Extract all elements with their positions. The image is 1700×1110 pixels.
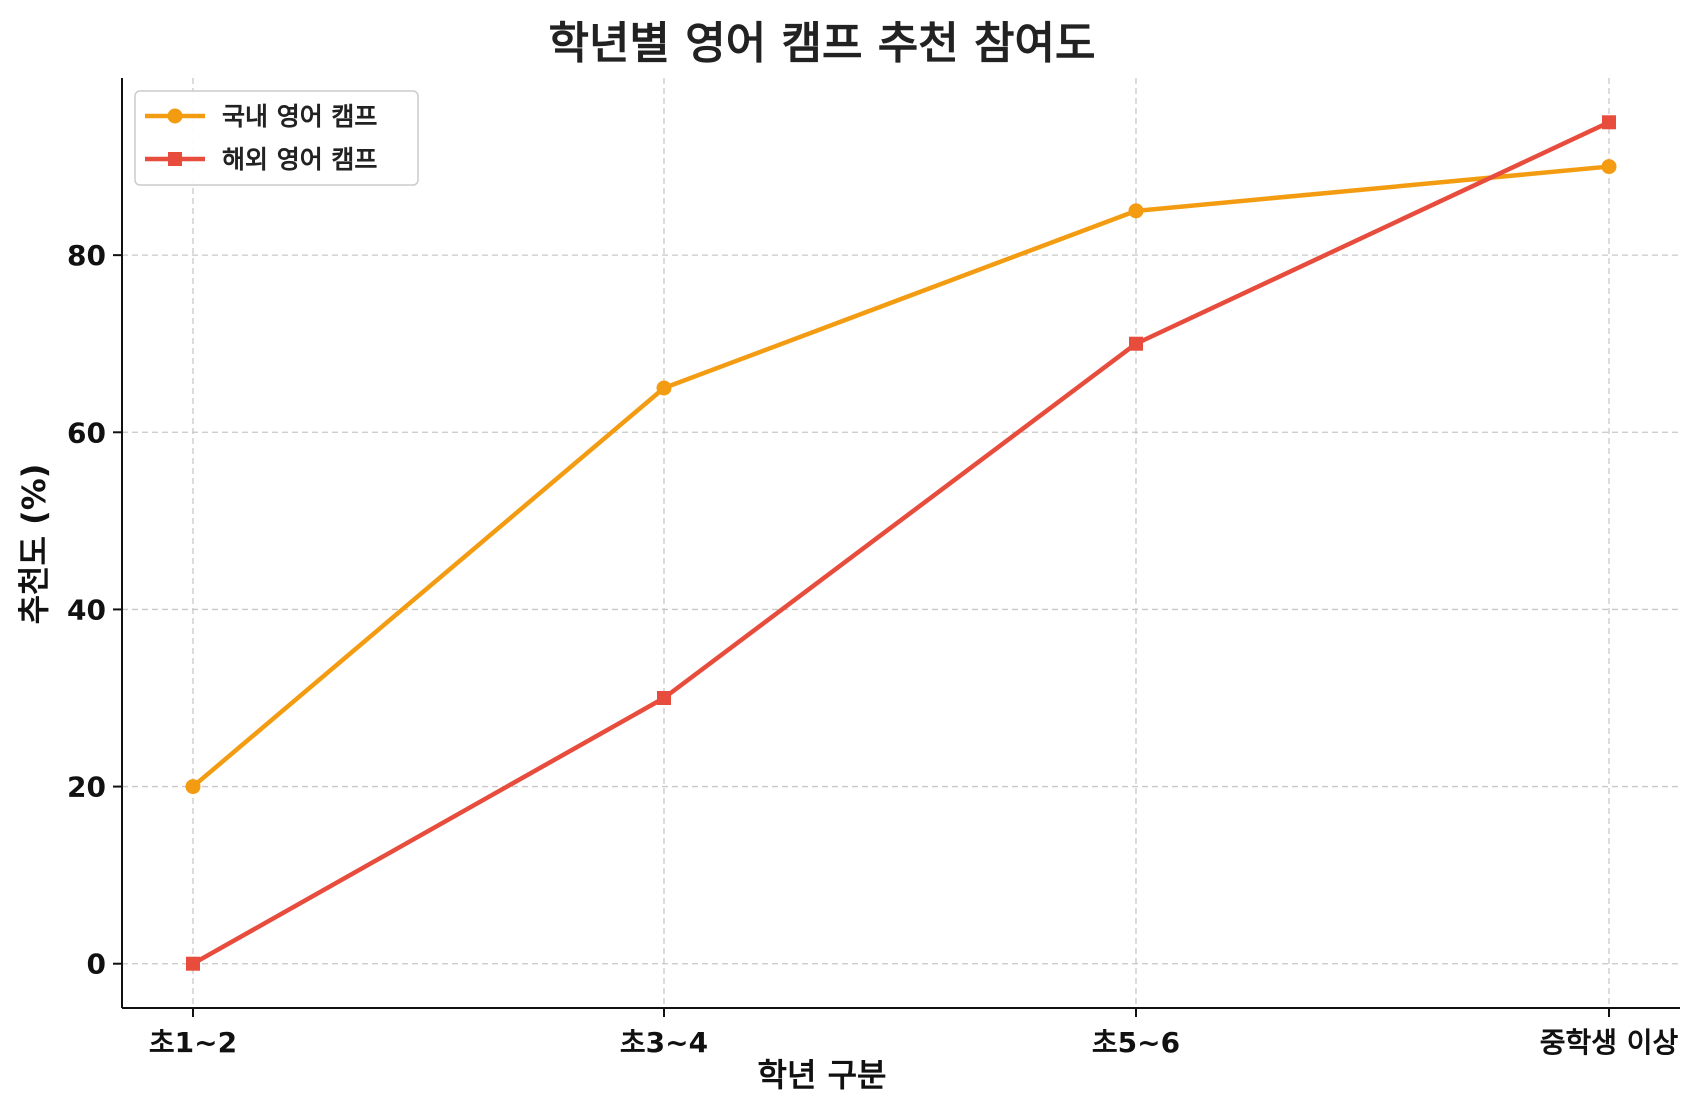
legend-box bbox=[134, 90, 419, 186]
ticks: 0 20 40 60 80 초1~2 초3~4 초5~6 중학생 이상 bbox=[67, 239, 1678, 1059]
legend-label: 국내 영어 캠프 bbox=[222, 102, 377, 131]
data-point bbox=[185, 779, 201, 795]
data-point bbox=[1601, 159, 1617, 175]
y-tick-label: 0 bbox=[87, 948, 106, 981]
y-axis-label: 추천도 (%) bbox=[15, 464, 53, 625]
legend-item: 해외 영어 캠프 bbox=[145, 145, 377, 174]
data-point bbox=[657, 691, 671, 705]
y-tick-label: 40 bbox=[67, 593, 106, 626]
series-2 bbox=[186, 115, 1616, 971]
y-tick-label: 20 bbox=[67, 771, 106, 804]
y-tick-label: 80 bbox=[67, 239, 106, 272]
y-tick-label: 60 bbox=[67, 416, 106, 449]
data-point bbox=[1128, 203, 1144, 219]
chart-title: 학년별 영어 캠프 추천 참여도 bbox=[548, 18, 1095, 69]
legend-item: 국내 영어 캠프 bbox=[145, 102, 377, 131]
series-line bbox=[190, 164, 1612, 789]
x-tick-label: 초3~4 bbox=[620, 1026, 708, 1059]
x-tick-label: 중학생 이상 bbox=[1540, 1026, 1679, 1059]
x-tick-label: 초1~2 bbox=[149, 1026, 237, 1059]
axes bbox=[121, 78, 1680, 1009]
data-point bbox=[186, 956, 200, 971]
grid bbox=[122, 78, 1680, 1008]
data-point bbox=[656, 380, 672, 396]
data-point bbox=[1129, 336, 1143, 351]
x-axis-label: 학년 구분 bbox=[758, 1056, 887, 1094]
data-point bbox=[1602, 115, 1616, 130]
series bbox=[185, 115, 1617, 971]
legend-marker bbox=[167, 108, 183, 124]
series-line bbox=[190, 120, 1612, 966]
series-1 bbox=[185, 159, 1617, 795]
x-tick-label: 초5~6 bbox=[1092, 1026, 1180, 1059]
legend-marker bbox=[168, 152, 182, 166]
legend-label: 해외 영어 캠프 bbox=[222, 145, 377, 174]
